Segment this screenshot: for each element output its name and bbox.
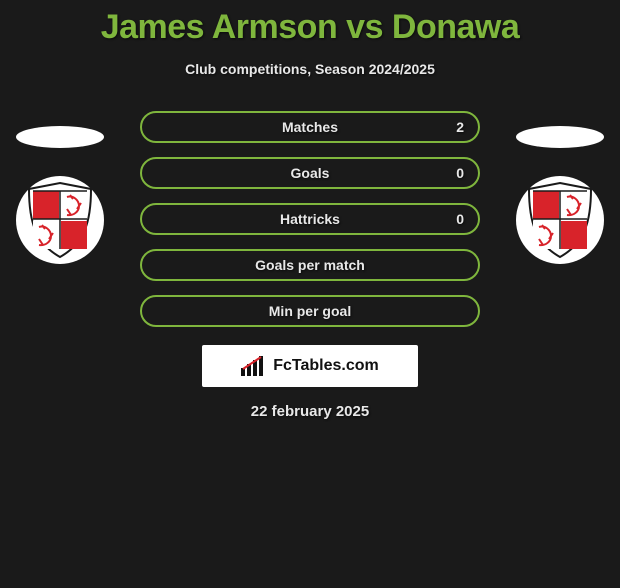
stat-label: Hattricks — [280, 211, 340, 227]
stat-value-right: 0 — [456, 211, 464, 227]
bar-chart-icon — [241, 356, 267, 376]
stat-label: Min per goal — [269, 303, 351, 319]
page-title: James Armson vs Donawa — [0, 8, 620, 47]
player-left-column — [10, 126, 110, 264]
stat-bar-goals: Goals 0 — [140, 157, 480, 189]
stat-label: Goals — [291, 165, 330, 181]
brand-watermark: FcTables.com — [202, 345, 418, 387]
stat-label: Matches — [282, 119, 338, 135]
stat-bar-min-per-goal: Min per goal — [140, 295, 480, 327]
player-left-nameplate — [16, 126, 104, 148]
player-right-crest — [516, 176, 604, 264]
player-right-nameplate — [516, 126, 604, 148]
stat-bar-hattricks: Hattricks 0 — [140, 203, 480, 235]
subtitle: Club competitions, Season 2024/2025 — [0, 61, 620, 77]
stat-value-right: 0 — [456, 165, 464, 181]
brand-label: FcTables.com — [273, 357, 379, 375]
stat-bar-matches: Matches 2 — [140, 111, 480, 143]
stat-bar-goals-per-match: Goals per match — [140, 249, 480, 281]
stat-label: Goals per match — [255, 257, 365, 273]
date-label: 22 february 2025 — [0, 403, 620, 420]
stat-value-right: 2 — [456, 119, 464, 135]
shield-icon — [525, 181, 595, 259]
player-right-column — [510, 126, 610, 264]
stat-bars: Matches 2 Goals 0 Hattricks 0 Goals per … — [140, 111, 480, 327]
player-left-crest — [16, 176, 104, 264]
shield-icon — [25, 181, 95, 259]
